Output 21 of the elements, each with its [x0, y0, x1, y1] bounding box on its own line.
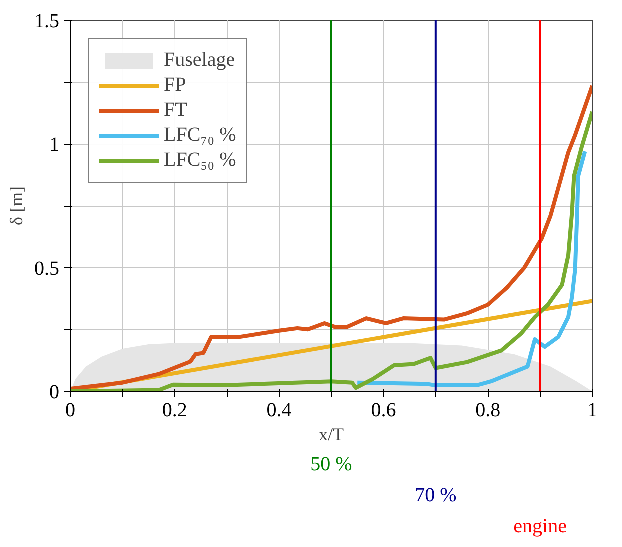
y-tick-label: 1 — [50, 134, 60, 156]
legend-label: FP — [164, 74, 186, 97]
ref-line-label: engine — [514, 516, 568, 538]
x-tick-label: 0.6 — [371, 400, 396, 422]
y-tick-label: 1.5 — [34, 10, 60, 32]
x-tick-label: 1 — [588, 400, 598, 422]
x-tick-label: 0.4 — [266, 400, 292, 422]
legend-label: Fuselage — [164, 49, 236, 72]
legend-label: FT — [164, 99, 188, 122]
ref-line-label: 50 % — [310, 454, 352, 476]
x-tick-label: 0.8 — [476, 400, 501, 422]
y-tick-label: 0 — [50, 382, 60, 404]
y-axis-title: δ [m] — [6, 186, 26, 226]
line-series — [356, 150, 588, 388]
legend-label: LFC₇₀ % — [164, 124, 236, 147]
x-axis-title: x/T — [319, 424, 344, 444]
ref-line-label: 70 % — [415, 484, 457, 506]
y-tick-label: 0.5 — [34, 258, 60, 280]
x-tick-label: 0 — [66, 400, 76, 422]
legend-label: LFC₅₀ % — [164, 149, 236, 172]
x-tick-label: 0.2 — [162, 400, 188, 422]
